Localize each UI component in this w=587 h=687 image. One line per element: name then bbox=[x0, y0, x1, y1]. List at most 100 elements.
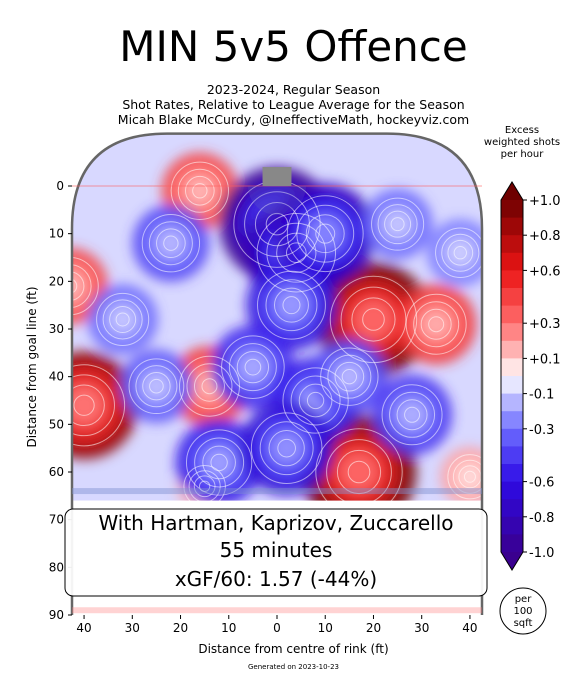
colorbar-segment bbox=[501, 481, 523, 500]
colorbar-tick-label: -0.1 bbox=[529, 388, 554, 403]
colorbar-segment bbox=[501, 323, 523, 342]
heatmap-contour bbox=[185, 429, 253, 496]
colorbar-segment bbox=[501, 446, 523, 465]
colorbar-segment bbox=[501, 499, 523, 518]
heatmap-contour bbox=[404, 406, 421, 423]
heatmap-contour bbox=[192, 183, 208, 199]
colorbar-tick-label: -0.3 bbox=[529, 423, 554, 438]
generated-date: Generated on 2023-10-23 bbox=[248, 663, 339, 671]
colorbar-segment bbox=[501, 393, 523, 412]
heatmap-contour bbox=[256, 212, 337, 293]
heatmap-contour bbox=[221, 335, 285, 399]
heatmap-contour bbox=[420, 308, 452, 340]
colorbar-segment bbox=[501, 217, 523, 236]
x-tick-label: 30 bbox=[414, 621, 429, 635]
y-tick-label: 30 bbox=[49, 322, 64, 336]
colorbar-segment bbox=[501, 200, 523, 219]
heatmap-contour bbox=[362, 308, 385, 331]
heatmap-contour bbox=[268, 430, 305, 467]
colorbar-title-line: Excess bbox=[504, 125, 540, 136]
heatmap-contour bbox=[413, 301, 460, 348]
heatmap-contour bbox=[194, 437, 245, 488]
annotation-box: With Hartman, Kaprizov, Zuccarello 55 min… bbox=[64, 508, 488, 597]
blue-line bbox=[72, 488, 482, 495]
heatmap-contour bbox=[141, 214, 201, 273]
colorbar-segment bbox=[501, 340, 523, 359]
heatmap-contour bbox=[315, 223, 336, 244]
y-tick-label: 80 bbox=[49, 560, 64, 574]
colorbar-tick-label: +0.1 bbox=[529, 352, 561, 367]
heatmap-contour bbox=[453, 246, 467, 260]
heatmap-hotspot bbox=[398, 401, 426, 429]
heatmap-contour bbox=[210, 453, 228, 472]
heatmap-contour bbox=[327, 354, 372, 399]
heatmap-contour bbox=[296, 204, 355, 263]
colorbar-tick-label: +0.6 bbox=[529, 264, 561, 279]
heatmap-hotspot bbox=[204, 447, 235, 478]
colorbar-segment bbox=[501, 411, 523, 430]
x-tick-label: 20 bbox=[366, 621, 381, 635]
centre-line bbox=[72, 607, 482, 614]
heatmap-hotspot bbox=[275, 289, 308, 321]
colorbar-segment bbox=[501, 428, 523, 447]
colorbar-tick-label: -0.8 bbox=[529, 511, 554, 526]
y-tick-label: 50 bbox=[49, 417, 64, 431]
annotation-frame bbox=[64, 508, 488, 597]
subtitle-author: Micah Blake McCurdy, @IneffectiveMath, h… bbox=[117, 112, 470, 127]
y-tick-label: 20 bbox=[49, 274, 64, 288]
x-tick-label: 10 bbox=[221, 621, 236, 635]
heatmap-contour bbox=[285, 242, 307, 264]
heatmap-contour bbox=[148, 221, 193, 266]
y-tick-label: 10 bbox=[49, 227, 64, 241]
heatmap-contour bbox=[447, 454, 482, 500]
annotation-line1: With Hartman, Kaprizov, Zuccarello bbox=[98, 511, 453, 535]
heatmap-contour bbox=[265, 279, 318, 332]
colorbar-segment bbox=[501, 235, 523, 254]
heatmap-contour bbox=[447, 239, 474, 266]
heatmap-contour bbox=[320, 347, 379, 406]
heatmap-contour bbox=[435, 227, 482, 278]
y-tick-label: 70 bbox=[49, 513, 64, 527]
colorbar-tick-label: +1.0 bbox=[529, 194, 561, 209]
heatmap-contour bbox=[396, 399, 428, 431]
unit-badge-text: per bbox=[515, 594, 533, 605]
heatmap-contour bbox=[193, 370, 225, 402]
colorbar-title-line: per hour bbox=[500, 149, 544, 160]
heatmap-contour bbox=[428, 316, 445, 333]
subtitle-description: Shot Rates, Relative to League Average f… bbox=[122, 97, 465, 112]
unit-badge-circle bbox=[499, 587, 547, 635]
colorbar-tick-label: +0.3 bbox=[529, 317, 561, 332]
heatmap-hotspot bbox=[336, 363, 363, 390]
heatmap-contour bbox=[72, 271, 85, 301]
colorbar-segment bbox=[501, 270, 523, 289]
colorbar-segment bbox=[501, 534, 523, 553]
heatmap-hotspot bbox=[143, 373, 169, 399]
heatmap-contour bbox=[156, 228, 186, 259]
heatmap-contour bbox=[306, 391, 325, 410]
heatmap-contour bbox=[351, 297, 396, 342]
heatmap-contour bbox=[341, 368, 358, 385]
heatmap-hotspot bbox=[72, 386, 103, 424]
y-tick-label: 0 bbox=[56, 179, 64, 193]
heatmap-contour bbox=[329, 275, 418, 364]
heatmap-contour bbox=[244, 358, 262, 376]
heatmap-contour bbox=[257, 270, 326, 340]
heatmap-contour bbox=[202, 445, 236, 480]
colorbar-title-line: weighted shots bbox=[483, 137, 561, 148]
unit-badge-text: 100 bbox=[513, 606, 532, 617]
heatmap-field bbox=[72, 133, 482, 615]
colorbar-segment bbox=[501, 376, 523, 395]
heatmap-contour bbox=[72, 278, 78, 294]
heatmap-contour bbox=[236, 350, 270, 384]
heatmap-hotspot bbox=[385, 212, 410, 237]
colorbar-segment bbox=[501, 516, 523, 535]
colorbar-title: Excess weighted shots per hour bbox=[472, 125, 572, 161]
heatmap-contour bbox=[228, 343, 277, 392]
colorbar-min-arrow bbox=[501, 552, 523, 570]
heatmap-hotspot bbox=[270, 431, 303, 465]
heatmap-contour bbox=[405, 293, 467, 355]
heatmap-contour bbox=[72, 256, 99, 316]
heatmap-hotspot bbox=[422, 310, 450, 338]
heatmap-contour bbox=[371, 197, 425, 251]
